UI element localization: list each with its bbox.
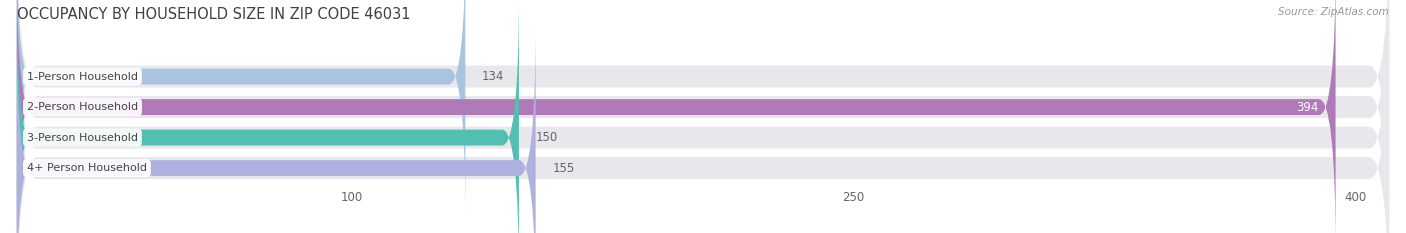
- Text: 394: 394: [1296, 101, 1319, 113]
- FancyBboxPatch shape: [17, 0, 1389, 233]
- Text: 4+ Person Household: 4+ Person Household: [27, 163, 146, 173]
- Text: 150: 150: [536, 131, 558, 144]
- FancyBboxPatch shape: [17, 0, 465, 221]
- FancyBboxPatch shape: [17, 0, 1389, 233]
- Text: 3-Person Household: 3-Person Household: [27, 133, 138, 143]
- FancyBboxPatch shape: [17, 0, 519, 233]
- Text: OCCUPANCY BY HOUSEHOLD SIZE IN ZIP CODE 46031: OCCUPANCY BY HOUSEHOLD SIZE IN ZIP CODE …: [17, 7, 411, 22]
- Text: 155: 155: [553, 162, 575, 175]
- FancyBboxPatch shape: [17, 0, 1389, 233]
- Text: Source: ZipAtlas.com: Source: ZipAtlas.com: [1278, 7, 1389, 17]
- FancyBboxPatch shape: [17, 24, 536, 233]
- Text: 134: 134: [482, 70, 505, 83]
- Text: 1-Person Household: 1-Person Household: [27, 72, 138, 82]
- FancyBboxPatch shape: [17, 0, 1389, 233]
- Text: 2-Person Household: 2-Person Household: [27, 102, 138, 112]
- FancyBboxPatch shape: [17, 0, 1336, 233]
